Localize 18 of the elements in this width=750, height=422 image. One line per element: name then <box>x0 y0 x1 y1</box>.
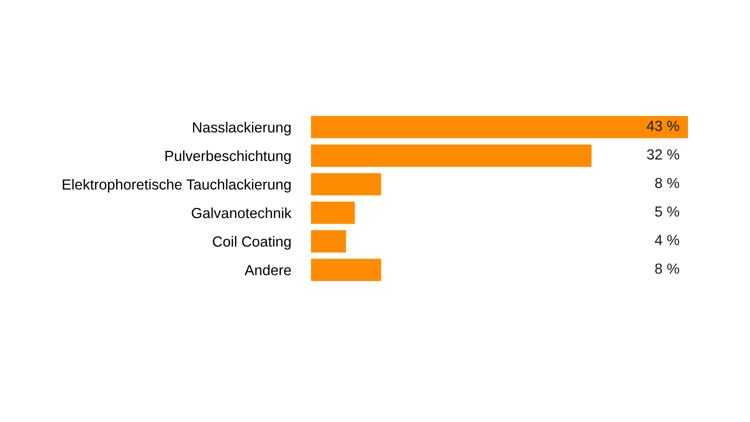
data-label: 5 % <box>655 206 680 217</box>
bar <box>311 173 382 196</box>
bar <box>311 258 382 281</box>
data-label: 8 % <box>655 263 680 274</box>
data-label: 4 % <box>654 234 680 246</box>
y-tick-label: Pulverbeschichtung <box>165 150 291 164</box>
y-tick-label: Coil Coating <box>212 236 291 250</box>
y-tick-label: Galvanotechnik <box>192 207 292 218</box>
data-label: 32 % <box>646 149 680 160</box>
bar <box>311 202 355 224</box>
y-tick-label: Nasslackierung <box>193 122 291 136</box>
y-tick-label: Elektrophoretische Tauchlackierung <box>62 178 291 193</box>
data-label: 8 % <box>655 178 680 188</box>
bar <box>311 116 688 138</box>
data-label: 43 % <box>646 120 680 132</box>
y-tick-label: Andere <box>244 264 291 276</box>
bar <box>311 230 346 252</box>
bar <box>311 144 592 167</box>
